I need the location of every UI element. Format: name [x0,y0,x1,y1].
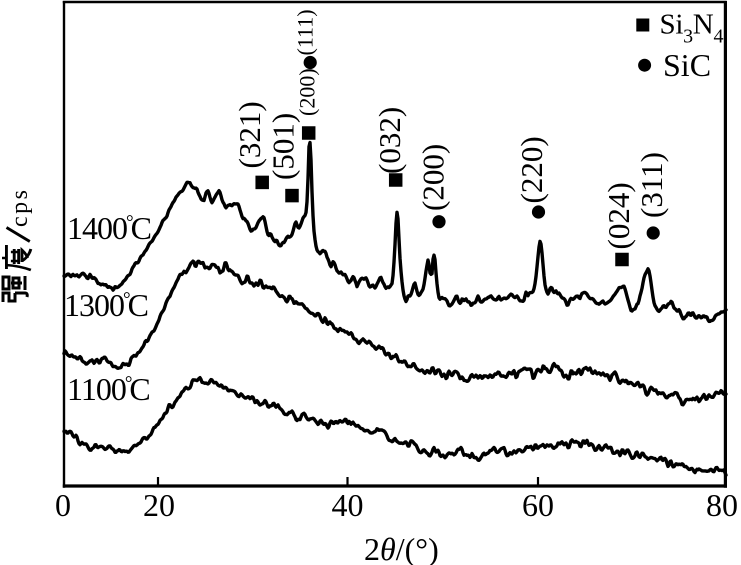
svg-text:1300°C: 1300°C [64,287,148,323]
svg-text:20: 20 [143,487,175,523]
svg-text:60: 60 [522,487,554,523]
svg-text:2θ/(°): 2θ/(°) [364,531,439,565]
svg-text:(024): (024) [601,182,636,249]
svg-text:(200): (200) [295,68,320,116]
svg-text:0: 0 [55,487,71,523]
svg-text:(311): (311) [634,152,669,218]
svg-text:(111): (111) [293,9,318,55]
svg-text:SiC: SiC [663,47,711,83]
svg-text:(220): (220) [514,136,549,203]
svg-text:(321): (321) [232,101,267,168]
svg-text:1100°C: 1100°C [67,371,150,407]
svg-text:1400°C: 1400°C [67,210,151,246]
svg-text:(032): (032) [372,107,407,174]
svg-text:40: 40 [332,487,364,523]
svg-text:cps: cps [7,188,33,228]
svg-text:80: 80 [706,487,738,523]
svg-text:(501): (501) [265,113,300,180]
svg-text:(200): (200) [415,144,450,211]
